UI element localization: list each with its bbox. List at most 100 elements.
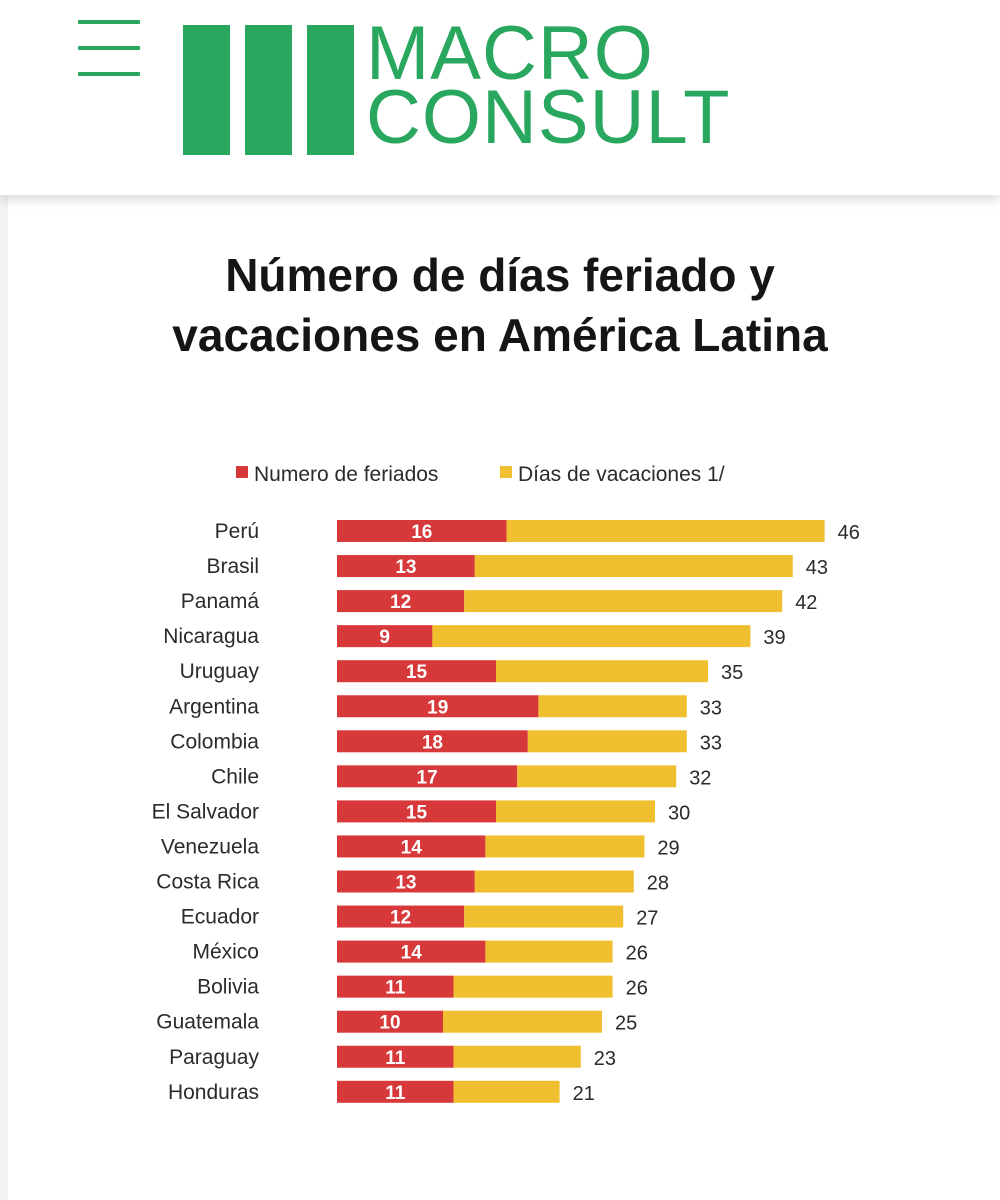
category-label: Bolivia [197,976,259,999]
bar-feriados [337,1010,443,1033]
feriados-value-label: 11 [385,1048,406,1069]
bar-vacaciones [496,660,708,683]
legend-swatch-2 [500,466,512,478]
category-label: Argentina [169,695,259,718]
bar-feriados [337,730,528,753]
total-value-label: 29 [657,837,679,859]
feriados-value-label: 16 [411,522,432,543]
bar-vacaciones [464,905,624,928]
category-label: Venezuela [161,835,259,858]
bar-feriados [337,660,496,683]
bar-vacaciones [517,765,677,788]
bar-feriados [337,1080,454,1103]
feriados-value-label: 14 [401,943,423,964]
category-label: Paraguay [169,1046,259,1069]
bar-vacaciones [453,975,613,998]
bar-feriados [337,905,465,928]
category-label: Nicaragua [163,625,259,648]
total-value-label: 21 [573,1083,595,1105]
bar-feriados [337,625,433,648]
category-label: Honduras [168,1081,259,1104]
category-label: Panamá [181,590,260,613]
bar-vacaciones [474,555,793,578]
bar-vacaciones [432,625,751,648]
total-value-label: 26 [626,943,648,965]
bar-feriados [337,590,465,613]
total-value-label: 46 [838,522,860,544]
bar-vacaciones [485,835,645,858]
category-label: Guatemala [156,1011,259,1034]
feriados-value-label: 12 [390,908,411,929]
total-value-label: 23 [594,1048,616,1070]
legend-swatch-1 [236,466,248,478]
bar-vacaciones [496,800,655,823]
logo-mark[interactable] [183,25,355,155]
total-value-label: 28 [647,873,669,895]
category-label: Uruguay [180,660,260,683]
total-value-label: 33 [700,732,722,754]
site-header: MACRO CONSULT [0,0,1000,195]
feriados-value-label: 11 [385,1083,406,1104]
bar-vacaciones [453,1080,560,1103]
category-label: Chile [211,765,259,788]
logo-line-1: MACRO [366,11,654,96]
feriados-value-label: 12 [390,592,411,613]
category-label: Brasil [206,555,259,578]
bar-vacaciones [474,870,634,893]
chart-legend: Numero de feriados Días de vacaciones 1/ [236,463,725,486]
feriados-value-label: 9 [379,627,390,648]
bar-feriados [337,765,518,788]
bar-vacaciones [485,940,613,963]
bar-vacaciones [506,520,825,542]
feriados-value-label: 13 [395,873,416,894]
total-value-label: 43 [806,557,828,579]
bar-feriados [337,975,454,998]
bar-feriados [337,940,486,963]
category-label: Perú [215,520,259,543]
bar-vacaciones [538,695,687,718]
chart-bars: Perú 16 46 Brasil 13 43 Panamá 12 42 Nicaragua 9 39… [152,520,860,1105]
hamburger-menu-icon[interactable] [78,20,140,78]
total-value-label: 25 [615,1013,637,1035]
feriados-value-label: 19 [427,697,448,718]
logo-line-2: CONSULT [366,75,731,160]
total-value-label: 39 [763,627,785,649]
logo-wordmark[interactable]: MACRO CONSULT [366,11,731,160]
total-value-label: 32 [689,767,711,789]
feriados-value-label: 13 [395,557,416,578]
bar-vacaciones [527,730,687,753]
bar-feriados [337,520,507,542]
total-value-label: 27 [636,908,658,930]
bar-vacaciones [464,590,783,613]
feriados-value-label: 14 [401,837,423,858]
feriados-value-label: 15 [406,662,428,683]
feriados-value-label: 18 [422,732,443,753]
feriados-value-label: 11 [385,978,406,999]
category-label: Colombia [170,730,259,753]
bar-vacaciones [443,1010,602,1033]
total-value-label: 35 [721,662,743,684]
chart-title-line-1: Número de días feriado y [225,249,775,301]
category-label: Ecuador [181,906,259,929]
legend-label-2: Días de vacaciones 1/ [518,463,725,486]
bar-feriados [337,555,475,578]
category-label: El Salvador [152,800,259,823]
total-value-label: 30 [668,802,690,824]
total-value-label: 33 [700,697,722,719]
chart-title-line-2: vacaciones en América Latina [172,309,828,361]
bar-feriados [337,835,486,858]
feriados-value-label: 15 [406,802,428,823]
total-value-label: 26 [626,978,648,1000]
bar-feriados [337,870,475,893]
feriados-value-label: 10 [379,1013,400,1034]
bar-vacaciones [453,1045,581,1068]
chart-title: Número de días feriado y vacaciones en A… [0,245,1000,365]
feriados-value-label: 17 [417,767,438,788]
total-value-label: 42 [795,592,817,614]
legend-label-1: Numero de feriados [254,463,438,486]
bar-feriados [337,1045,454,1068]
category-label: Costa Rica [156,871,259,894]
bar-feriados [337,800,496,823]
bar-feriados [337,695,539,718]
